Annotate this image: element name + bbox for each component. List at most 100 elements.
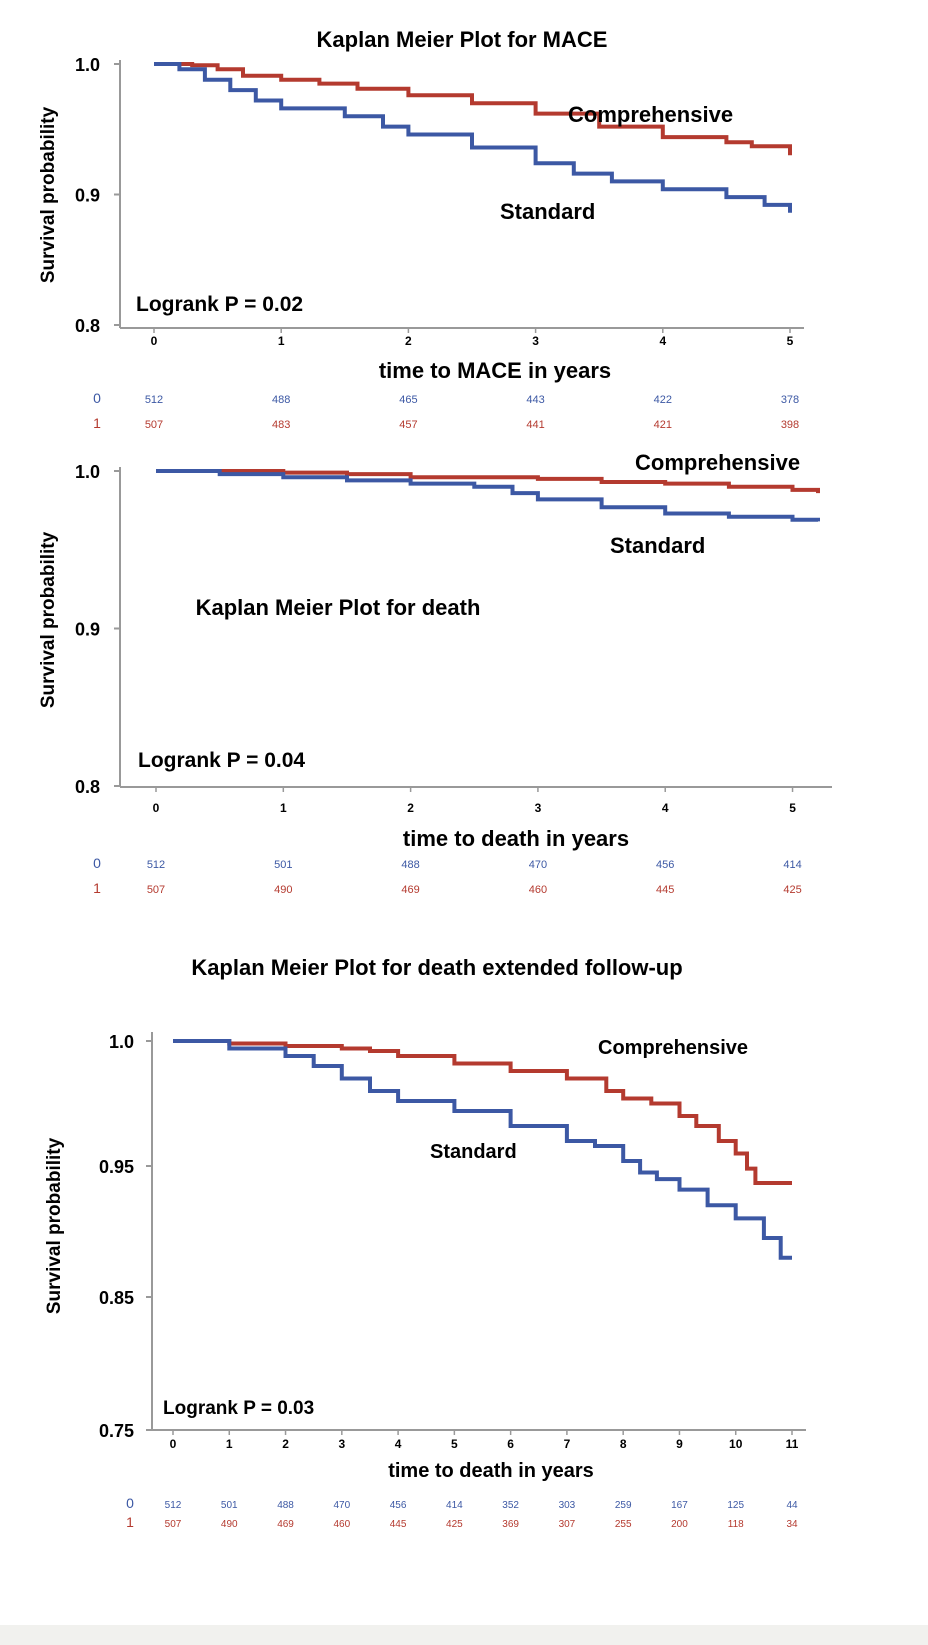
- x-tick-label: 4: [395, 1437, 402, 1451]
- risk-row-label: 1: [93, 415, 101, 431]
- x-tick-label: 1: [226, 1437, 233, 1451]
- risk-count: 460: [529, 884, 547, 896]
- risk-count: 425: [783, 884, 801, 896]
- series-line-standard: [173, 1039, 792, 1260]
- x-tick-label: 0: [151, 334, 158, 348]
- x-axis-label: time to death in years: [403, 826, 629, 851]
- x-tick-label: 7: [564, 1437, 571, 1451]
- risk-count: 490: [274, 884, 292, 896]
- y-tick-label: 0.95: [99, 1157, 134, 1177]
- logrank-annotation: Logrank P = 0.04: [138, 749, 305, 772]
- y-tick-label: 1.0: [109, 1032, 134, 1052]
- series-label-standard: Standard: [500, 199, 595, 224]
- risk-count: 378: [781, 394, 799, 406]
- logrank-annotation: Logrank P = 0.02: [136, 293, 303, 316]
- x-tick-label: 1: [280, 801, 287, 815]
- risk-count: 125: [727, 1500, 744, 1511]
- risk-count: 456: [390, 1500, 407, 1511]
- chart-title: Kaplan Meier Plot for death extended fol…: [191, 955, 682, 980]
- x-tick-label: 5: [451, 1437, 458, 1451]
- x-tick-label: 8: [620, 1437, 627, 1451]
- x-tick-label: 4: [659, 334, 666, 348]
- risk-count: 307: [559, 1519, 576, 1530]
- risk-count: 488: [272, 394, 290, 406]
- risk-row-label: 0: [126, 1495, 134, 1511]
- risk-count: 445: [390, 1519, 407, 1530]
- logrank-annotation: Logrank P = 0.03: [163, 1398, 314, 1419]
- x-tick-label: 10: [729, 1437, 743, 1451]
- x-tick-label: 5: [789, 801, 796, 815]
- risk-count: 118: [728, 1519, 744, 1530]
- y-tick-label: 0.8: [75, 316, 100, 336]
- series-line-standard: [154, 62, 792, 213]
- risk-count: 507: [145, 419, 163, 431]
- risk-count: 414: [783, 859, 801, 871]
- series-label-standard: Standard: [610, 533, 705, 558]
- y-tick-label: 1.0: [75, 462, 100, 482]
- y-tick-label: 0.85: [99, 1288, 134, 1308]
- risk-count: 488: [401, 859, 419, 871]
- chart-title: Kaplan Meier Plot for MACE: [317, 27, 608, 52]
- risk-count: 512: [165, 1500, 182, 1511]
- risk-count: 456: [656, 859, 674, 871]
- risk-count: 259: [615, 1500, 632, 1511]
- risk-count: 512: [147, 859, 165, 871]
- risk-count: 167: [671, 1500, 688, 1511]
- x-tick-label: 11: [786, 1437, 799, 1451]
- x-axis-label: time to death in years: [388, 1460, 594, 1482]
- x-tick-label: 6: [507, 1437, 514, 1451]
- risk-count: 483: [272, 419, 290, 431]
- risk-count: 465: [399, 394, 417, 406]
- series-label-comprehensive: Comprehensive: [568, 102, 733, 127]
- risk-count: 441: [526, 419, 544, 431]
- risk-count: 501: [274, 859, 292, 871]
- risk-count: 303: [559, 1500, 576, 1511]
- risk-count: 443: [526, 394, 544, 406]
- x-tick-label: 4: [662, 801, 669, 815]
- series-line-comprehensive: [154, 62, 792, 156]
- risk-row-label: 0: [93, 390, 101, 406]
- risk-count: 421: [654, 419, 672, 431]
- risk-row-label: 0: [93, 855, 101, 871]
- risk-count: 445: [656, 884, 674, 896]
- risk-row-label: 1: [93, 880, 101, 896]
- risk-count: 255: [615, 1519, 632, 1530]
- x-tick-label: 0: [170, 1437, 177, 1451]
- risk-count: 470: [529, 859, 547, 871]
- risk-count: 470: [333, 1500, 350, 1511]
- series-line-comprehensive: [156, 469, 820, 494]
- risk-count: 44: [786, 1500, 798, 1511]
- x-tick-label: 3: [338, 1437, 345, 1451]
- risk-count: 414: [446, 1500, 463, 1511]
- y-tick-label: 0.9: [75, 186, 100, 206]
- x-tick-label: 2: [282, 1437, 289, 1451]
- chart-title: Kaplan Meier Plot for death: [196, 595, 481, 620]
- x-tick-label: 0: [153, 801, 160, 815]
- y-axis-label: Survival probability: [38, 106, 59, 283]
- series-line-comprehensive: [173, 1039, 792, 1185]
- risk-count: 507: [165, 1519, 182, 1530]
- x-tick-label: 5: [787, 334, 794, 348]
- series-label-standard: Standard: [430, 1141, 517, 1163]
- y-tick-label: 0.8: [75, 777, 100, 797]
- series-line-standard: [156, 469, 820, 522]
- risk-count: 422: [654, 394, 672, 406]
- risk-count: 488: [277, 1500, 294, 1511]
- series-label-comprehensive: Comprehensive: [598, 1037, 748, 1059]
- footer-strip: [0, 1625, 928, 1645]
- x-tick-label: 2: [407, 801, 414, 815]
- risk-count: 34: [786, 1519, 798, 1530]
- y-axis-label: Survival probability: [44, 1137, 65, 1314]
- y-tick-label: 0.9: [75, 620, 100, 640]
- risk-count: 507: [147, 884, 165, 896]
- risk-count: 200: [671, 1519, 688, 1530]
- risk-count: 425: [446, 1519, 463, 1530]
- x-axis-label: time to MACE in years: [379, 358, 611, 383]
- x-tick-label: 3: [535, 801, 542, 815]
- risk-count: 490: [221, 1519, 238, 1530]
- y-axis-label: Survival probability: [38, 531, 59, 708]
- x-tick-label: 9: [676, 1437, 683, 1451]
- risk-row-label: 1: [126, 1514, 134, 1530]
- y-tick-label: 1.0: [75, 55, 100, 75]
